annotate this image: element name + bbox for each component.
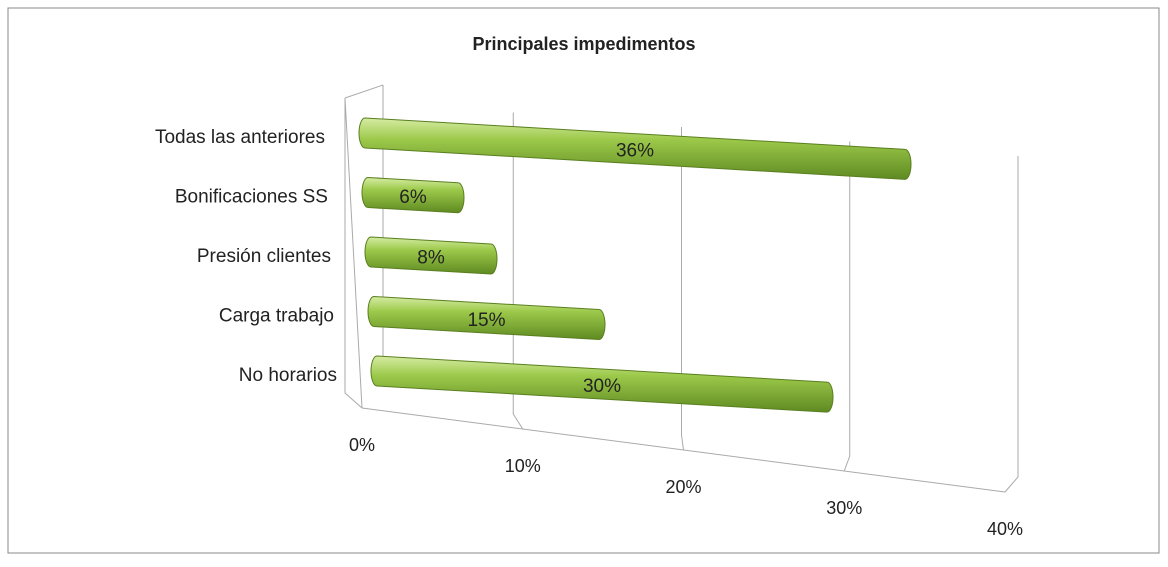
data-label: 6%	[399, 187, 427, 208]
grid-line	[843, 141, 851, 472]
grid-line	[512, 112, 524, 430]
x-tick-label: 40%	[987, 519, 1023, 539]
bar	[361, 176, 465, 214]
x-tick-label: 20%	[665, 477, 701, 497]
back-wall-edge	[344, 97, 363, 409]
y-tick-label: Bonificaciones SS	[175, 187, 328, 208]
bar	[364, 236, 498, 275]
data-label: 30%	[583, 376, 621, 397]
side-wall-top	[344, 84, 384, 99]
x-tick-label: 30%	[826, 498, 862, 518]
bar	[367, 295, 606, 341]
bar	[370, 355, 834, 413]
bar	[358, 117, 912, 180]
data-label: 36%	[616, 141, 654, 162]
y-tick-label: No horarios	[239, 365, 337, 386]
chart-frame	[7, 7, 1160, 554]
y-tick-label: Carga trabajo	[219, 306, 334, 327]
data-label: 8%	[417, 247, 445, 268]
x-tick-label: 10%	[505, 456, 541, 476]
grid-line	[681, 127, 684, 451]
data-label: 15%	[467, 310, 505, 331]
grid-line	[344, 98, 363, 409]
y-tick-label: Presión clientes	[197, 246, 331, 267]
x-tick-label: 0%	[349, 435, 375, 455]
chart-title: Principales impedimentos	[472, 34, 695, 54]
y-tick-label: Todas las anteriores	[155, 127, 325, 148]
grid-line	[1004, 156, 1019, 493]
